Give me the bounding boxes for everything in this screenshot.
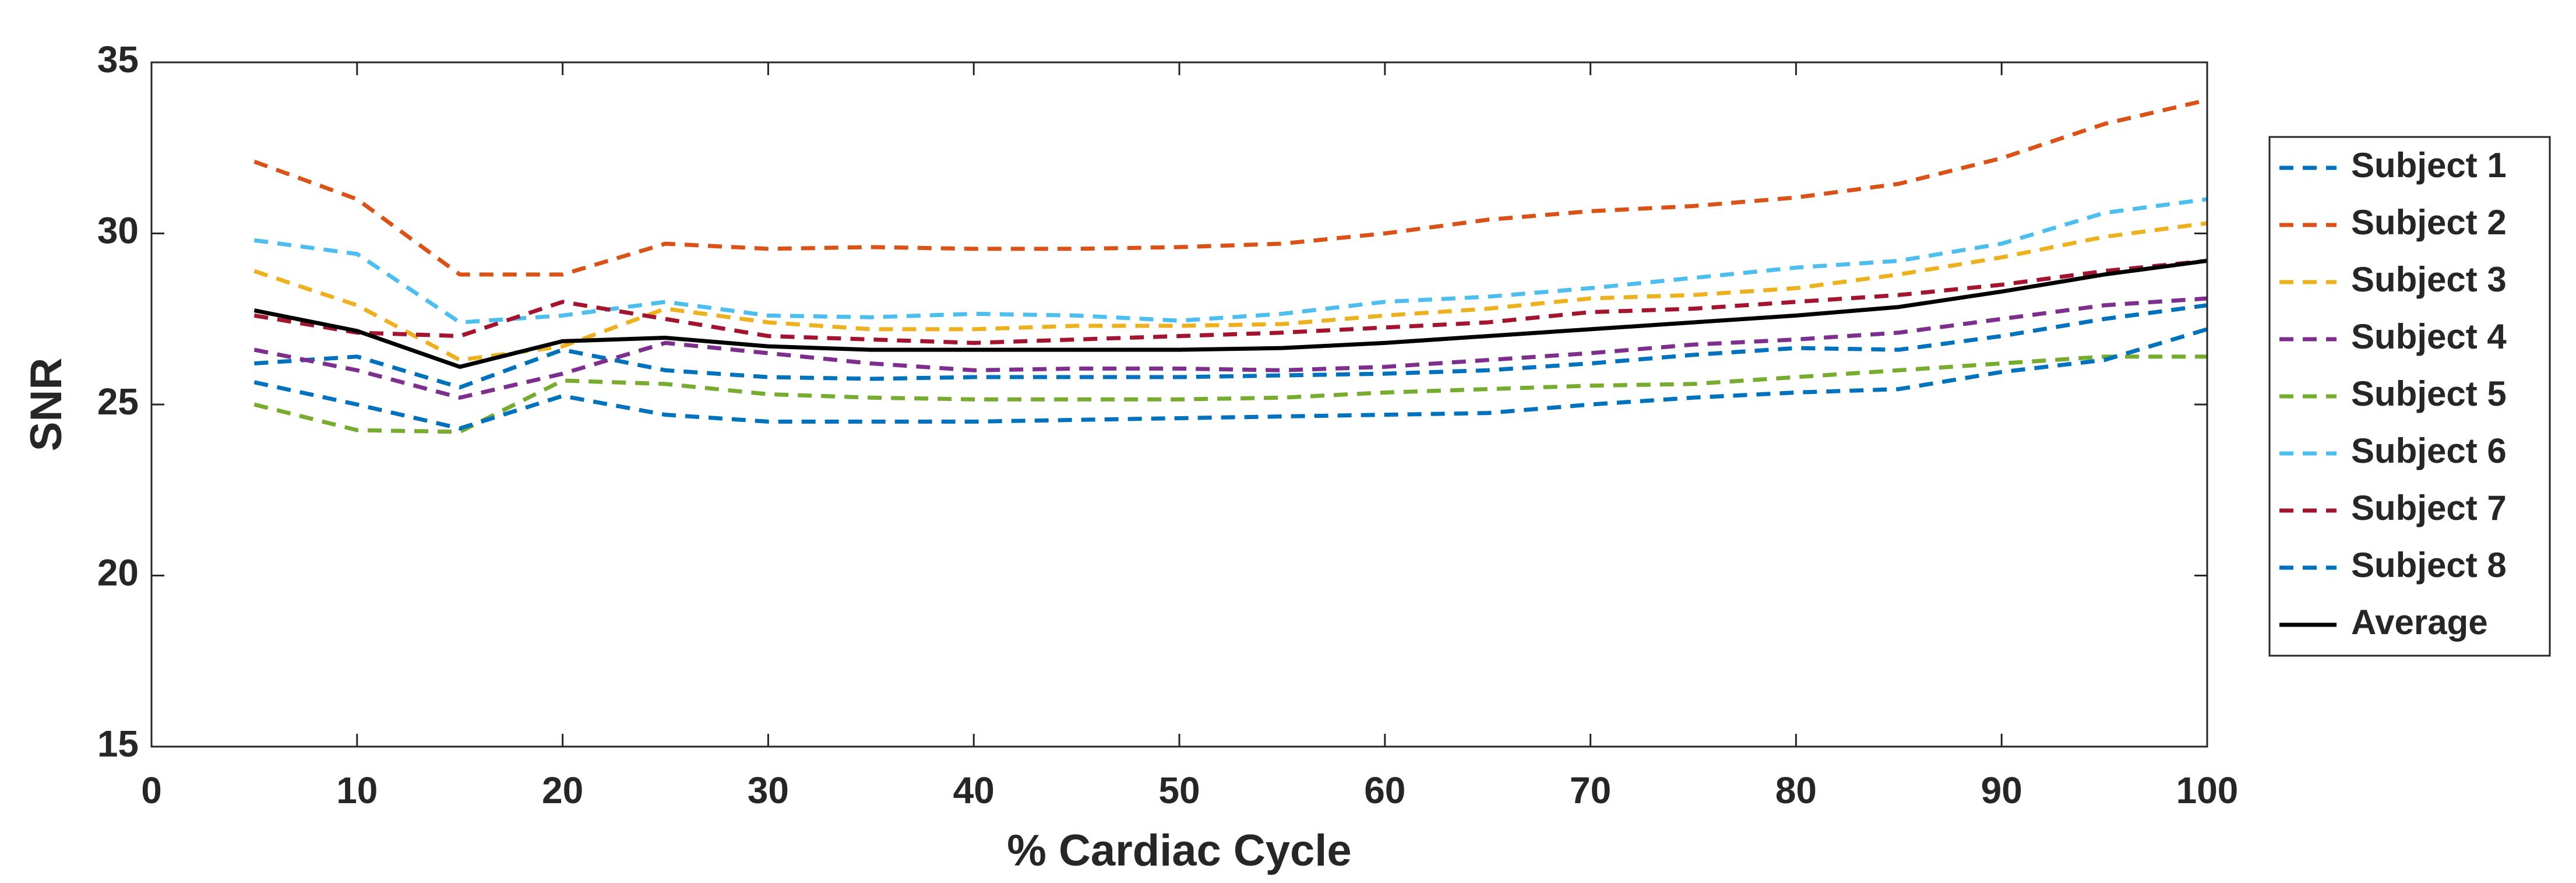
series-line — [253, 258, 2208, 345]
series-line — [253, 98, 2208, 277]
series-line — [254, 303, 2208, 390]
x-tick-label: 90 — [1981, 769, 2022, 811]
plot-frame — [150, 61, 2208, 748]
legend-label: Subject 5 — [2351, 374, 2507, 413]
x-tick-label: 10 — [336, 769, 378, 811]
x-tick-label: 30 — [748, 769, 789, 811]
legend-label: Subject 7 — [2351, 488, 2507, 527]
legend-label: Subject 2 — [2351, 203, 2507, 242]
series-line — [253, 354, 2207, 434]
y-tick-label: 25 — [97, 381, 139, 423]
series-line — [253, 221, 2208, 363]
series-line — [253, 327, 2208, 431]
legend-label: Average — [2351, 603, 2488, 642]
legend-label: Subject 6 — [2351, 431, 2507, 470]
legend-label: Subject 3 — [2351, 260, 2507, 299]
x-tick-label: 70 — [1570, 769, 1611, 811]
x-tick-label: 100 — [2176, 769, 2239, 811]
y-tick-label: 20 — [97, 551, 139, 593]
y-tick-label: 35 — [97, 38, 139, 80]
x-axis-label: % Cardiac Cycle — [1007, 826, 1351, 875]
series-line — [253, 258, 2208, 369]
y-tick-label: 30 — [97, 209, 139, 251]
x-tick-label: 60 — [1364, 769, 1405, 811]
x-tick-label: 0 — [141, 769, 162, 811]
x-tick-label: 80 — [1775, 769, 1817, 811]
series-line — [253, 296, 2208, 400]
x-tick-label: 40 — [953, 769, 995, 811]
x-tick-label: 20 — [542, 769, 583, 811]
legend-label: Subject 1 — [2351, 146, 2507, 185]
y-tick-label: 15 — [97, 723, 139, 765]
legend-label: Subject 8 — [2351, 546, 2507, 585]
x-tick-label: 50 — [1158, 769, 1200, 811]
legend-label: Subject 4 — [2351, 317, 2507, 356]
y-axis-label: SNR — [22, 358, 71, 451]
